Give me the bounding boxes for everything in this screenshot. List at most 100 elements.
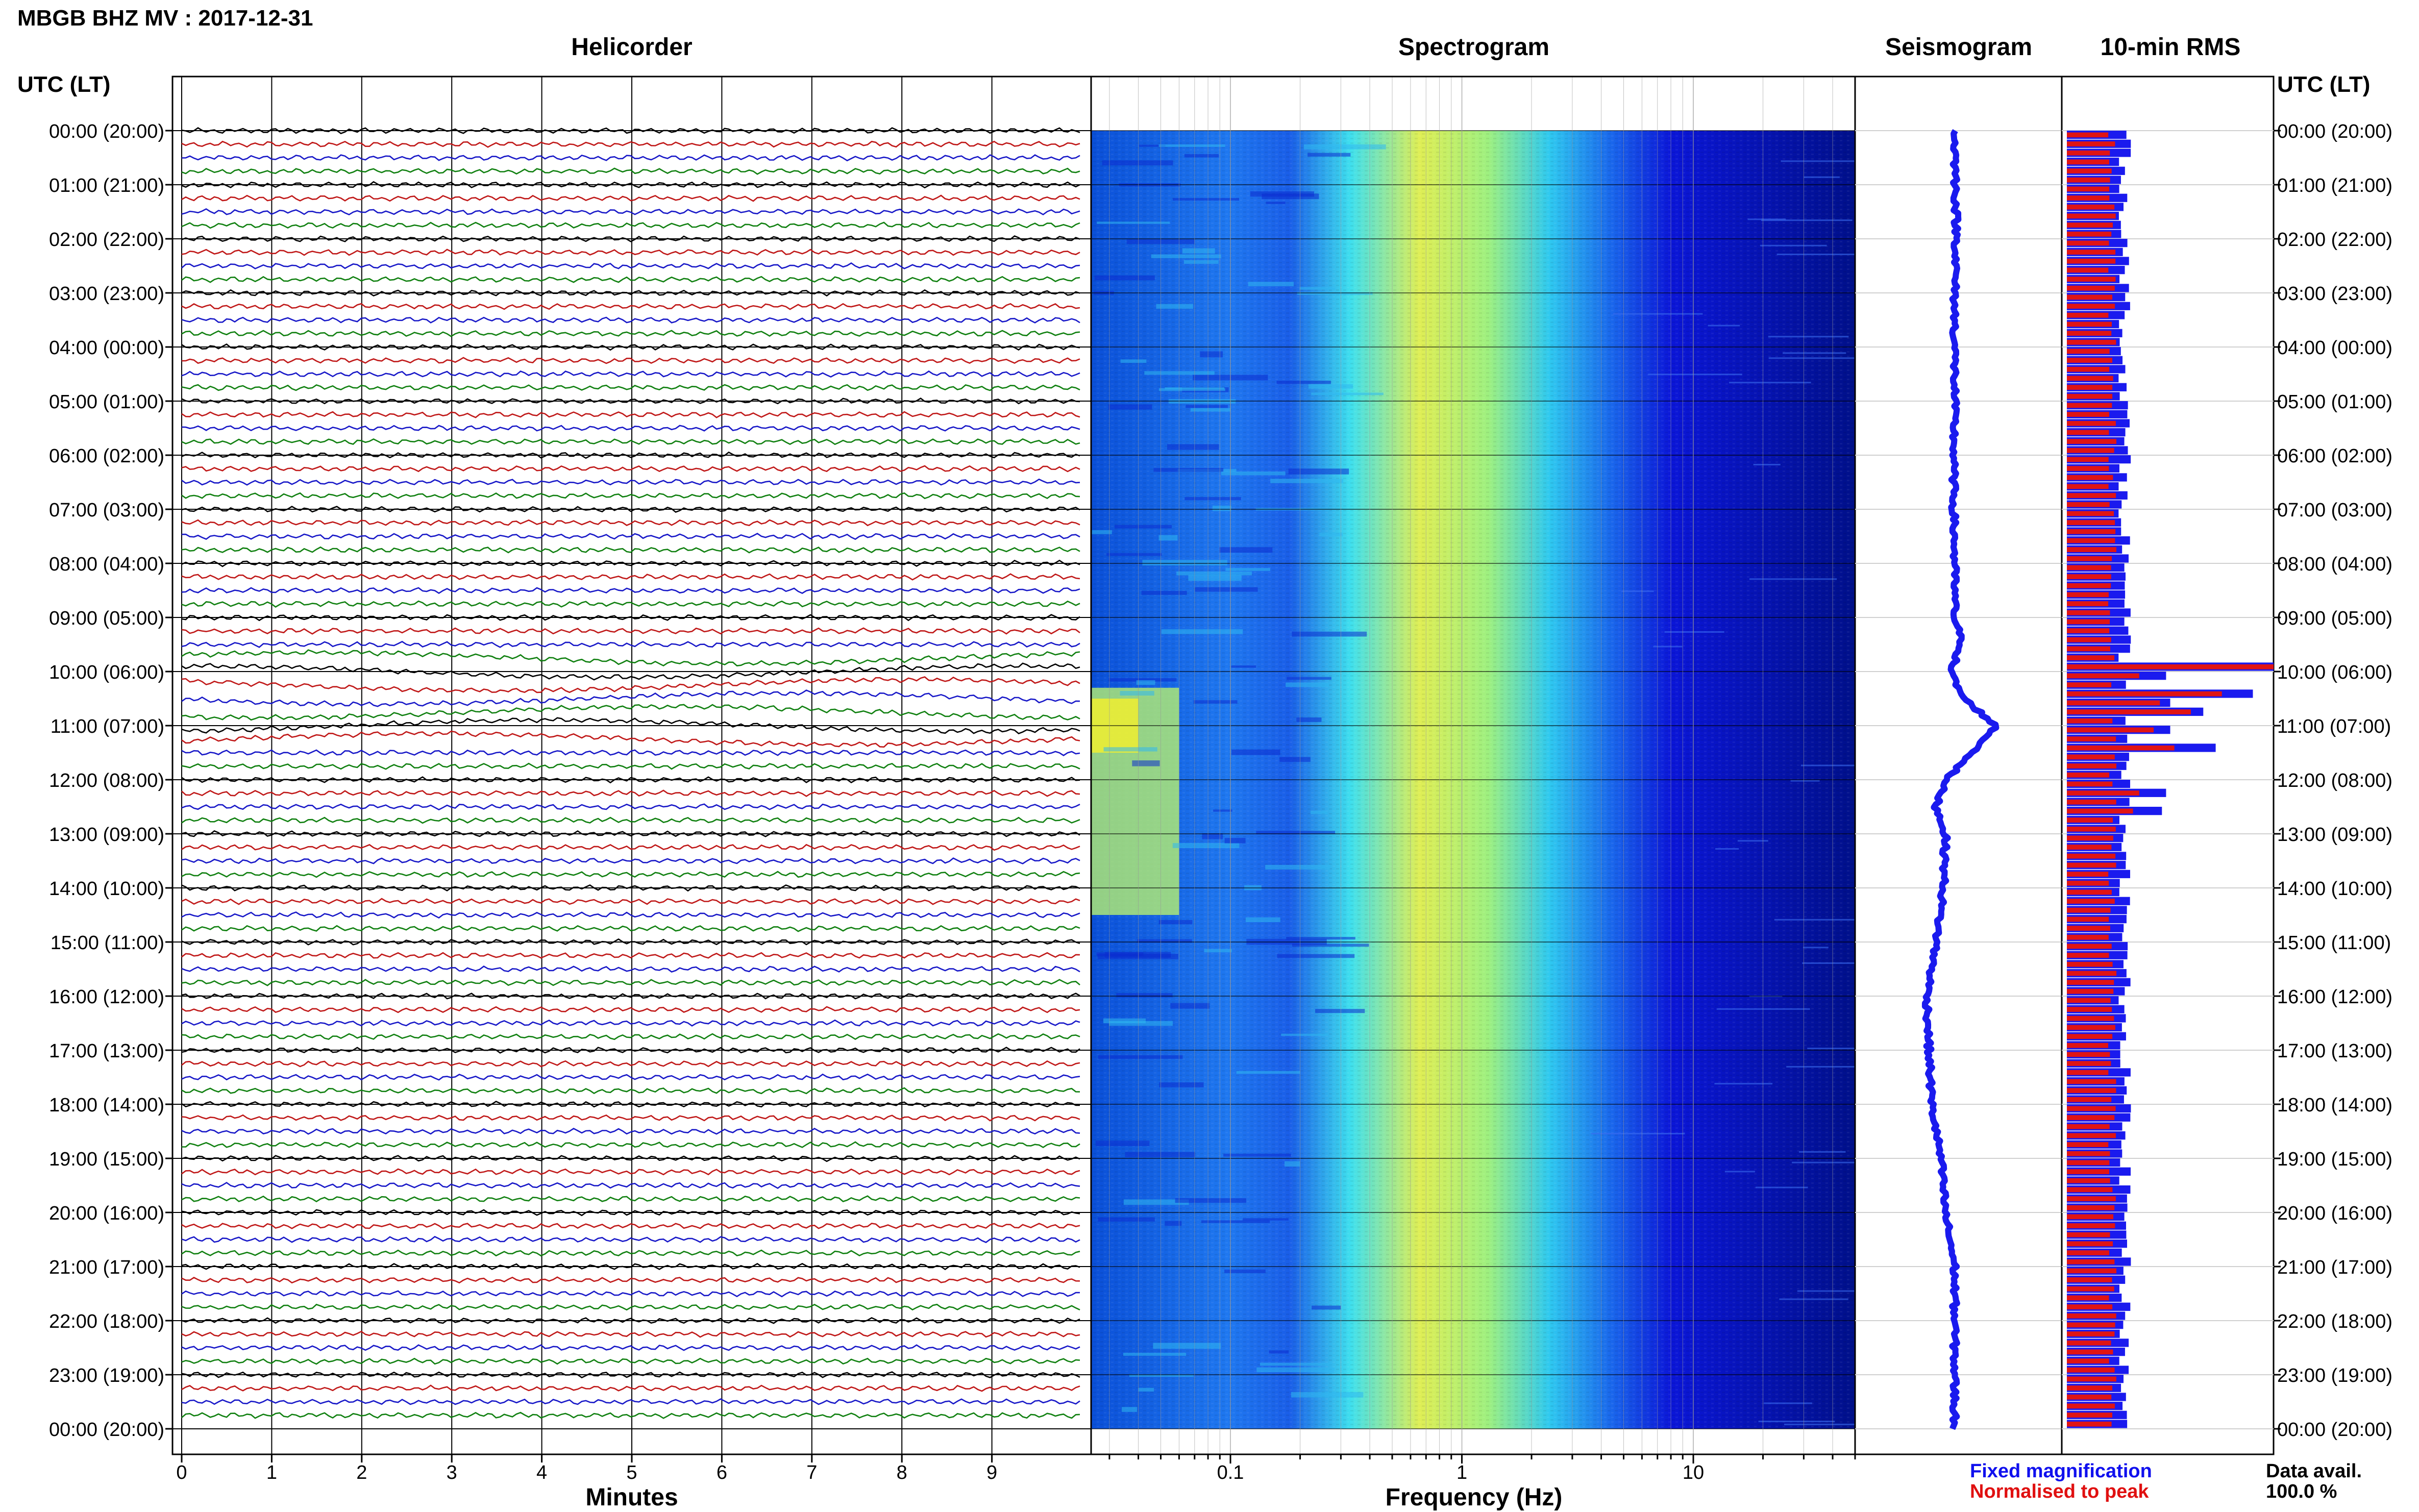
rms-bar-normalised	[2067, 304, 2115, 309]
spectrogram-streak	[1170, 1003, 1210, 1009]
helicorder-trace	[181, 762, 1080, 770]
spectrogram-streak	[1158, 388, 1225, 391]
spectrogram-streak	[1184, 497, 1241, 501]
spectrogram-streak	[1138, 1387, 1154, 1392]
rms-bar-normalised	[2067, 799, 2116, 805]
rms-bar-normalised	[2067, 889, 2112, 895]
spectrogram-streak	[1256, 1367, 1335, 1373]
rms-bar-normalised	[2067, 204, 2115, 210]
spectrogram-streak	[1284, 1161, 1300, 1167]
helicorder-trace	[181, 140, 1080, 148]
rms-bar-normalised	[2067, 781, 2113, 787]
rms-bar-normalised	[2067, 1286, 2114, 1292]
helicorder-trace	[181, 830, 1080, 837]
rms-bar-normalised	[2067, 240, 2109, 246]
rms-bar-normalised	[2067, 1313, 2116, 1319]
time-label-left: 01:00 (21:00)	[49, 175, 164, 196]
rms-bars	[2067, 131, 2274, 1428]
spectrogram-streak	[1151, 254, 1221, 258]
helicorder-trace	[181, 676, 1080, 693]
spectrogram-highfreq-line	[1797, 1290, 1870, 1292]
rms-bar-normalised	[2067, 619, 2110, 625]
helicorder-trace	[181, 1223, 1080, 1230]
helicorder-trace	[181, 519, 1080, 527]
spectrogram-streak	[1137, 939, 1192, 943]
time-label-left: 14:00 (10:00)	[49, 878, 164, 900]
rms-bar-normalised	[2067, 1331, 2115, 1336]
rms-bar-normalised	[2067, 682, 2112, 687]
rms-bar-normalised	[2067, 1349, 2113, 1355]
helicorder-x-tick-label: 1	[266, 1462, 277, 1483]
helicorder-trace	[181, 1047, 1080, 1054]
helicorder-trace	[181, 194, 1080, 202]
rms-bar-normalised	[2067, 141, 2115, 146]
spectrogram-streak	[1109, 1021, 1173, 1026]
helicorder-trace	[181, 249, 1080, 256]
spectrogram-streak	[1265, 864, 1330, 870]
helicorder-trace	[181, 221, 1080, 229]
legend-fixed-magnification: Fixed magnification	[1970, 1460, 2152, 1482]
spectrogram-streak	[1182, 248, 1215, 254]
spectrogram-streak	[1296, 717, 1322, 722]
rms-bar-normalised	[2067, 601, 2109, 606]
helicorder-trace	[181, 662, 1080, 681]
rms-bar-normalised	[2067, 1052, 2110, 1057]
spectrogram-streak	[1269, 1350, 1289, 1354]
spectrogram-highfreq-line	[1753, 463, 1781, 465]
rms-bar-normalised	[2067, 1088, 2116, 1093]
spectrogram-highfreq-line	[1591, 1133, 1685, 1135]
helicorder-trace	[181, 600, 1080, 608]
helicorder-trace	[181, 614, 1080, 622]
spectrogram-streak	[1158, 535, 1178, 541]
spectrogram-highfreq-line	[1792, 1161, 1880, 1163]
spectrogram-streak	[1097, 221, 1170, 224]
helicorder-trace	[181, 289, 1080, 297]
rms-bar-normalised	[2067, 448, 2114, 453]
helicorder-panel: 0 1 2 3 4 5 6 7 8 9	[171, 76, 1092, 1483]
spectrogram-highfreq-line	[1760, 244, 1827, 246]
spectrogram-streak	[1129, 1374, 1194, 1377]
spectrogram-streak	[1223, 1153, 1291, 1157]
spectrogram-highfreq-line	[1807, 1048, 1865, 1050]
spectrogram-streak	[1287, 677, 1331, 680]
spectrogram-highfreq-line	[1784, 1423, 1862, 1425]
rms-bar-normalised	[2067, 484, 2109, 489]
rms-bar-normalised	[2067, 1160, 2110, 1166]
helicorder-trace	[181, 1060, 1080, 1068]
rms-bar-normalised	[2067, 961, 2113, 967]
helicorder-x-tick-label: 3	[447, 1462, 457, 1483]
helicorder-trace	[181, 789, 1080, 797]
rms-bar-normalised	[2067, 250, 2116, 255]
spectrogram-highfreq-line	[1716, 1008, 1810, 1010]
rms-bar-normalised	[2067, 285, 2115, 291]
spectrogram-streak	[1172, 843, 1240, 849]
helicorder-x-tick-label: 2	[356, 1462, 367, 1483]
helicorder-trace	[181, 546, 1080, 554]
time-label-left: 05:00 (01:00)	[49, 391, 164, 413]
helicorder-trace	[181, 573, 1080, 581]
spectrogram-streak	[1299, 287, 1336, 290]
spectrogram-streak	[1224, 837, 1246, 844]
panel-title-spectrogram: Spectrogram	[1398, 34, 1549, 61]
spectrogram-streak	[1165, 1221, 1182, 1226]
spectrogram-highfreq-line	[1737, 840, 1768, 842]
rms-bar-normalised	[2067, 1232, 2110, 1237]
time-label-right: 23:00 (19:00)	[2277, 1365, 2392, 1386]
spectrogram-streak	[1307, 153, 1351, 157]
spectrogram-streak	[1193, 700, 1238, 704]
rms-bar-normalised	[2067, 628, 2110, 633]
rms-bar-normalised	[2067, 988, 2114, 994]
spectrogram-highfreq-line	[1749, 578, 1837, 580]
rms-bar-normalised	[2067, 565, 2111, 571]
spectrogram-streak	[1236, 1071, 1301, 1074]
helicorder-trace	[181, 979, 1080, 986]
rms-bar-normalised	[2067, 349, 2110, 354]
spectrogram-streak	[1186, 405, 1228, 408]
spectrogram-streak	[1279, 757, 1311, 762]
helicorder-trace	[181, 844, 1080, 851]
spectrogram-streak	[1136, 680, 1155, 685]
rms-bar-normalised	[2067, 1169, 2109, 1174]
spectrogram-highfreq-line	[1724, 1171, 1756, 1173]
helicorder-trace	[181, 730, 1080, 748]
spectrogram-highfreq-line	[1768, 357, 1856, 359]
